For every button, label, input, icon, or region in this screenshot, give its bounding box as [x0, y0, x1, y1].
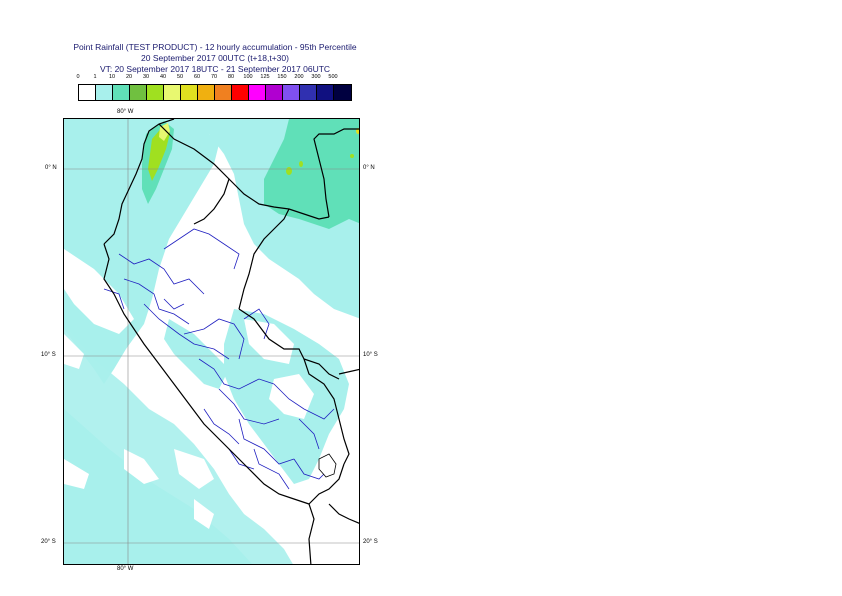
- legend-label: 40: [159, 74, 167, 80]
- legend-swatch: [96, 85, 113, 100]
- color-legend: 0 1 10 20 30 40 50 60 70 80 100 125 150 200 300 500: [70, 74, 360, 106]
- graticule: [64, 119, 359, 564]
- rainfall-map[interactable]: [63, 118, 360, 565]
- legend-label: 500: [328, 74, 338, 80]
- legend-label: 200: [294, 74, 304, 80]
- rainfall-gaps: [64, 249, 314, 529]
- legend-label: 300: [311, 74, 321, 80]
- legend-swatch: [266, 85, 283, 100]
- legend-label: 20: [125, 74, 133, 80]
- lat-label-right-20s: 20° S: [363, 539, 378, 545]
- legend-label: 30: [142, 74, 150, 80]
- title-line-2: 20 September 2017 00UTC (t+18,t+30): [141, 53, 289, 63]
- legend-swatch: [232, 85, 249, 100]
- legend-label: 60: [193, 74, 201, 80]
- legend-label: 150: [277, 74, 287, 80]
- lat-label-right-0: 0° N: [363, 165, 375, 171]
- lake-titicaca: [318, 453, 337, 478]
- legend-labels: 0 1 10 20 30 40 50 60 70 80 100 125 150 200 300 500: [70, 74, 360, 85]
- lat-label-left-20s: 20° S: [41, 539, 56, 545]
- legend-swatch: [79, 85, 96, 100]
- legend-bar: [78, 84, 352, 101]
- lon-label-top: 80° W: [117, 109, 134, 115]
- legend-label: 100: [243, 74, 253, 80]
- legend-label: 0: [76, 74, 80, 80]
- legend-swatch: [181, 85, 198, 100]
- legend-swatch: [198, 85, 215, 100]
- legend-swatch: [334, 85, 351, 100]
- legend-swatch: [164, 85, 181, 100]
- map-svg: [64, 119, 359, 564]
- title-line-1: Point Rainfall (TEST PRODUCT) - 12 hourl…: [73, 42, 357, 52]
- title-line-3: VT: 20 September 2017 18UTC - 21 Septemb…: [99, 64, 331, 74]
- lat-label-left-0: 0° N: [45, 165, 57, 171]
- legend-label: 10: [108, 74, 116, 80]
- legend-swatch: [300, 85, 317, 100]
- legend-swatch: [147, 85, 164, 100]
- legend-swatch: [317, 85, 334, 100]
- legend-swatch: [249, 85, 266, 100]
- legend-swatch: [283, 85, 300, 100]
- legend-label: 50: [176, 74, 184, 80]
- legend-swatch: [130, 85, 147, 100]
- country-boundaries: [103, 119, 359, 564]
- legend-swatch: [215, 85, 232, 100]
- legend-label: 80: [227, 74, 235, 80]
- legend-label: 1: [93, 74, 97, 80]
- lat-label-right-10s: 10° S: [363, 352, 378, 358]
- lon-label-bottom: 80° W: [117, 566, 134, 572]
- chart-title: Point Rainfall (TEST PRODUCT) - 12 hourl…: [55, 42, 375, 75]
- legend-swatch: [113, 85, 130, 100]
- legend-label: 70: [210, 74, 218, 80]
- legend-label: 125: [260, 74, 270, 80]
- lat-label-left-10s: 10° S: [41, 352, 56, 358]
